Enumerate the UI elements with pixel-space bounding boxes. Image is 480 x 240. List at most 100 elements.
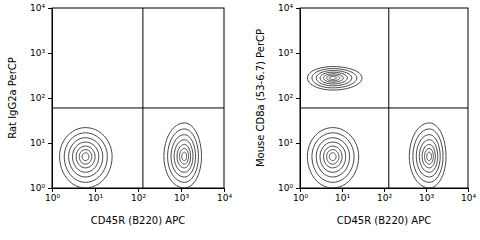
tick-label: 10² — [131, 193, 146, 203]
contour-line — [73, 142, 99, 172]
contour-line — [76, 146, 95, 168]
y-axis-title: Rat IgG2a PerCP — [7, 57, 18, 139]
axis-line — [296, 9, 301, 189]
contour-line — [307, 67, 362, 91]
tick: 10² — [278, 93, 300, 103]
contour-line — [416, 135, 440, 177]
tick-mark — [342, 188, 343, 192]
tick-label: 10² — [377, 193, 392, 203]
panel: 10⁰ 10¹ 10² 10³ 10⁴ 10⁰ 10¹ 10² 10³ 10⁴ CD45R (B22… — [7, 3, 232, 226]
panel: 10⁰ 10¹ 10² 10³ 10⁴ 10⁰ 10¹ 10² 10³ 10⁴ CD45R (B22… — [255, 3, 476, 226]
tick-mark — [296, 188, 300, 189]
tick: 10² — [377, 188, 392, 203]
tick-label: 10⁴ — [461, 193, 476, 203]
figure: 10⁰ 10¹ 10² 10³ 10⁴ 10⁰ 10¹ 10² 10³ 10⁴ CD45R (B22… — [0, 0, 480, 240]
tick-label: 10⁴ — [30, 3, 45, 13]
population — [164, 123, 202, 188]
tick-mark — [138, 188, 139, 192]
tick: 10¹ — [278, 138, 300, 148]
x-axis: 10⁰ 10¹ 10² 10³ 10⁴ — [293, 188, 476, 203]
contour-line — [327, 150, 339, 164]
tick-label: 10¹ — [30, 138, 45, 148]
tick-label: 10¹ — [335, 193, 350, 203]
y-axis-title: Mouse CD8a (53-6.7) PerCP — [255, 29, 266, 167]
gate-line — [52, 107, 224, 108]
tick-mark — [384, 188, 385, 192]
contour-line — [413, 129, 443, 182]
tick-label: 10² — [278, 93, 293, 103]
tick-mark — [296, 53, 300, 54]
contour-line — [320, 72, 347, 84]
contour-line — [79, 150, 92, 164]
contour-line — [312, 69, 357, 88]
tick: 10⁰ — [278, 183, 300, 193]
contour-line — [422, 144, 435, 167]
tick-label: 10⁴ — [217, 193, 232, 203]
axis-line — [53, 189, 225, 193]
tick-label: 10³ — [30, 48, 45, 58]
tick: 10³ — [30, 48, 52, 58]
contour-line — [179, 148, 188, 164]
gate-line — [388, 8, 389, 188]
tick-label: 10⁰ — [278, 183, 293, 193]
population — [60, 128, 113, 188]
contour-line — [69, 138, 103, 177]
contour-line — [177, 144, 191, 167]
tick: 10⁴ — [217, 188, 232, 203]
contour-line — [425, 148, 434, 164]
contour-line — [312, 133, 354, 183]
contour-line — [324, 74, 344, 82]
plot-area — [52, 8, 224, 188]
tick: 10¹ — [88, 188, 103, 203]
tick-mark — [181, 188, 182, 192]
tick-mark — [48, 143, 52, 144]
tick: 10¹ — [335, 188, 350, 203]
contour-line — [64, 133, 107, 183]
tick: 10⁴ — [461, 188, 476, 203]
contour-line — [327, 75, 340, 81]
tick: 10² — [30, 93, 52, 103]
y-axis: 10⁰ 10¹ 10² 10³ 10⁴ — [278, 3, 301, 193]
plot-frame — [300, 8, 468, 188]
tick-mark — [224, 188, 225, 192]
tick-label: 10³ — [419, 193, 434, 203]
tick-label: 10⁰ — [45, 193, 60, 203]
contour-line — [329, 153, 336, 161]
tick-label: 10⁰ — [293, 193, 308, 203]
population — [307, 128, 358, 188]
contour-line — [168, 129, 199, 182]
contour-line — [320, 142, 346, 172]
contour-line — [307, 128, 358, 188]
tick: 10¹ — [30, 138, 52, 148]
tick-label: 10³ — [278, 48, 293, 58]
contour-line — [427, 152, 432, 160]
tick: 10⁰ — [45, 188, 60, 203]
tick-mark — [296, 143, 300, 144]
tick: 10⁴ — [30, 3, 52, 13]
tick: 10² — [131, 188, 146, 203]
y-axis: 10⁰ 10¹ 10² 10³ 10⁴ — [30, 3, 53, 193]
tick-label: 10³ — [174, 193, 189, 203]
tick-mark — [48, 98, 52, 99]
tick-label: 10¹ — [278, 138, 293, 148]
gate-line — [142, 8, 143, 188]
tick-label: 10² — [30, 93, 45, 103]
contour-line — [419, 140, 437, 173]
contour-line — [171, 135, 195, 177]
population — [409, 123, 446, 188]
tick-mark — [468, 188, 469, 192]
tick-label: 10⁰ — [30, 183, 45, 193]
tick: 10³ — [419, 188, 434, 203]
tick-mark — [48, 53, 52, 54]
x-axis-title: CD45R (B220) APC — [91, 215, 185, 226]
x-axis-title: CD45R (B220) APC — [337, 215, 431, 226]
contour-line — [329, 76, 336, 79]
axis-line — [301, 189, 469, 193]
tick-label: 10¹ — [88, 193, 103, 203]
tick: 10⁴ — [278, 3, 300, 13]
tick: 10⁰ — [293, 188, 308, 203]
x-axis: 10⁰ 10¹ 10² 10³ 10⁴ — [45, 188, 232, 203]
contour-line — [316, 138, 349, 177]
contour-line — [164, 123, 202, 188]
contour-line — [82, 153, 89, 161]
